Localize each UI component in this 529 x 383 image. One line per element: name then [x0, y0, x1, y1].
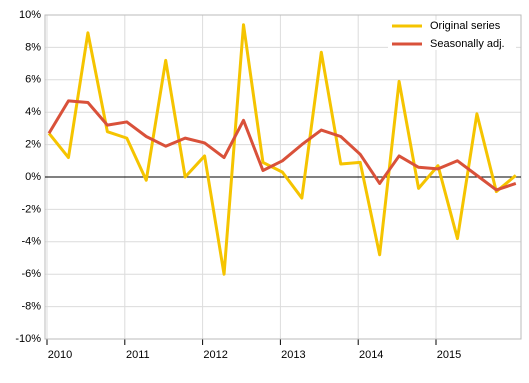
y-tick-label: 2%	[25, 139, 41, 151]
x-tick-label: 2014	[359, 349, 383, 361]
y-tick-label: -4%	[21, 236, 41, 248]
y-tick-label: -6%	[21, 268, 41, 280]
x-tick-label: 2011	[126, 349, 150, 361]
x-tick-label: 2015	[437, 349, 461, 361]
y-tick-label: 4%	[25, 106, 41, 118]
y-tick-label: -10%	[15, 333, 41, 345]
x-tick-label: 2010	[48, 349, 72, 361]
y-tick-label: -2%	[21, 203, 41, 215]
series-line	[47, 23, 517, 276]
y-tick-label: -8%	[21, 301, 41, 313]
y-tick-label: 10%	[19, 9, 41, 21]
y-tick-label: 6%	[25, 74, 41, 86]
x-tick-label: 2012	[203, 349, 227, 361]
legend-label: Original series	[430, 20, 501, 32]
y-tick-label: 0%	[25, 171, 41, 183]
series-line	[47, 99, 517, 192]
x-tick-label: 2013	[281, 349, 305, 361]
y-tick-label: 8%	[25, 41, 41, 53]
legend-label: Seasonally adj.	[430, 38, 505, 50]
